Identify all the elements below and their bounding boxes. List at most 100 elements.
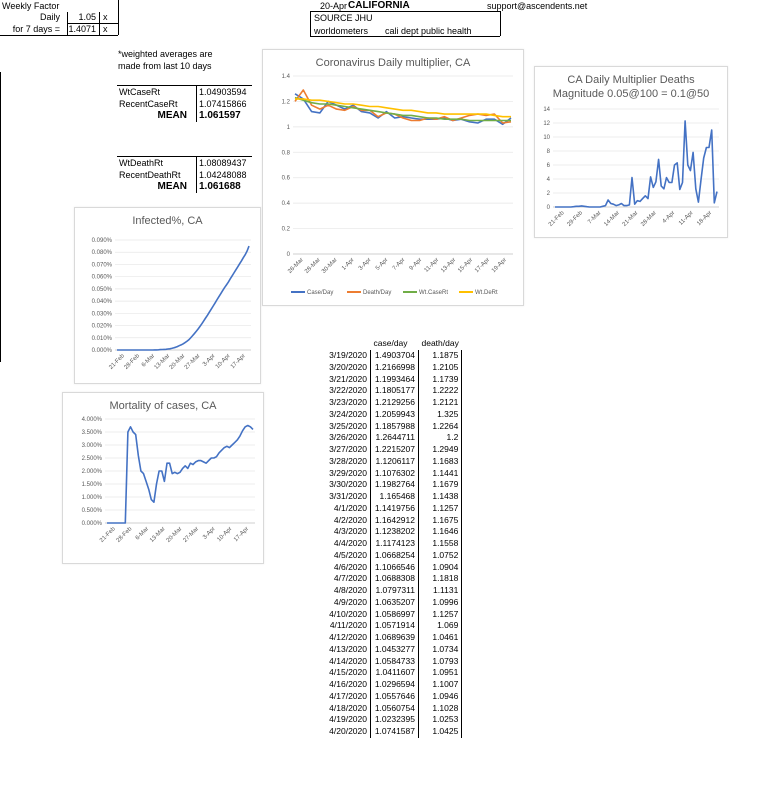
chart-infected[interactable]: Infected%, CA 0.000% 0.010% 0.020% 0.030% 0.0… (74, 207, 261, 384)
multiplier-x-tick: 30-Mar (321, 257, 339, 275)
infected-y-tick: 0.050% (92, 287, 113, 293)
deaths-y-tick: 2 (547, 191, 551, 197)
chart-multiplier[interactable]: Coronavirus Daily multiplier, CA 0 0.2 0.4 0… (262, 49, 524, 306)
row-date: 4/15/2020 (329, 667, 367, 678)
daily-multiplier-table: case/day death/day 3/19/2020 1.4903704 1.1… (312, 338, 463, 738)
infected-series-line (117, 245, 250, 351)
support-email[interactable]: support@ascendents.net (487, 1, 588, 11)
mortality-title: Mortality of cases, CA (110, 400, 218, 412)
multiplier-x-tick: 9-Apr (409, 257, 424, 272)
table-row: 3/30/2020 1.1982764 1.1679 (312, 479, 463, 491)
multiplier-y-tick: 0.4 (282, 201, 291, 207)
table-row: 4/4/2020 1.1174123 1.1558 (312, 537, 463, 550)
row-case-day: 1.1857988 (370, 420, 419, 432)
table-row: 3/20/2020 1.2166998 1.2105 (312, 361, 463, 374)
row-death-day: 1.1438 (417, 490, 463, 503)
table-row: 4/15/2020 1.0411607 1.0951 (312, 667, 463, 679)
death-mean-label: MEAN (157, 181, 187, 192)
weekly-factor-box (0, 0, 118, 36)
deaths-y-tick: 4 (547, 177, 551, 183)
row-date: 3/22/2020 (329, 385, 367, 396)
row-case-day: 1.1982764 (370, 479, 419, 491)
chart-mortality-svg: Mortality of cases, CA 0.000% 0.500% 1.000%… (82, 400, 255, 544)
mortality-x-tick: 27-Mar (182, 526, 200, 544)
mortality-y-tick: 0.500% (82, 508, 103, 514)
deaths-x-tick: 21-Mar (622, 210, 640, 228)
row-date: 4/5/2020 (333, 549, 367, 560)
mortality-y-tick: 1.000% (82, 495, 103, 501)
infected-x-tick: 13-Mar (154, 353, 172, 371)
table-row: 4/5/2020 1.0668254 1.0752 (312, 549, 463, 562)
state-name: CALIFORNIA (348, 0, 410, 11)
mortality-y-tick: 3.500% (82, 430, 103, 436)
multiplier-x-tick: 19-Apr (491, 257, 508, 274)
row-date: 3/27/2020 (329, 444, 367, 455)
mortality-x-tick: 3-Apr (202, 526, 217, 541)
row-death-day: 1.2264 (417, 420, 463, 432)
row-death-day: 1.1441 (417, 467, 463, 479)
row-case-day: 1.4903704 (370, 349, 419, 362)
table-row: 4/1/2020 1.1419756 1.1257 (312, 502, 463, 515)
infected-y-tick: 0.020% (92, 324, 113, 330)
row-date: 4/17/2020 (329, 690, 367, 701)
table-row: 4/12/2020 1.0689639 1.0461 (312, 631, 463, 644)
infected-y-tick: 0.010% (92, 336, 113, 342)
row-death-day: 1.0734 (417, 643, 463, 656)
row-date: 4/14/2020 (329, 655, 367, 666)
row-case-day: 1.165468 (370, 490, 419, 503)
table-row: 3/28/2020 1.1206117 1.1683 (312, 455, 463, 468)
deaths-y-tick: 14 (543, 107, 550, 113)
mortality-x-tick: 6-Mar (135, 526, 150, 541)
infected-y-tick: 0.040% (92, 299, 113, 305)
row-case-day: 1.1993464 (370, 373, 419, 385)
deaths-subtitle: Magnitude 0.05@100 = 0.1@50 (553, 88, 710, 100)
infected-y-tick: 0.000% (92, 348, 113, 354)
case-avg-divider (196, 85, 197, 122)
deaths-title: CA Daily Multiplier Deaths (567, 74, 695, 86)
row-case-day: 1.0688308 (370, 573, 419, 585)
row-death-day: 1.1646 (417, 526, 463, 538)
mortality-y-tick: 2.000% (82, 469, 103, 475)
deaths-x-tick: 11-Apr (678, 210, 695, 227)
daily-value[interactable]: 1.05 (78, 12, 96, 22)
mortality-y-tick: 1.500% (82, 482, 103, 488)
row-case-day: 1.0453277 (370, 643, 419, 656)
row-date: 4/2/2020 (333, 514, 367, 525)
table-row: 4/6/2020 1.1066546 1.0904 (312, 561, 463, 573)
averages-note-2: made from last 10 days (118, 61, 212, 71)
row-date: 3/20/2020 (329, 361, 367, 372)
row-case-day: 1.2644711 (370, 432, 419, 444)
row-date: 4/16/2020 (329, 679, 367, 690)
table-header-row: case/day death/day (312, 338, 462, 350)
deaths-series-line (555, 120, 718, 208)
table-row: 4/7/2020 1.0688308 1.1818 (312, 573, 463, 585)
multiplier-x-tick: 15-Apr (457, 257, 474, 274)
infected-x-tick: 20-Mar (169, 353, 187, 371)
row-date: 3/31/2020 (329, 491, 367, 502)
table-row: 4/13/2020 1.0453277 1.0734 (312, 643, 463, 656)
row-case-day: 1.1805177 (370, 385, 419, 397)
source-box-right (500, 11, 501, 36)
row-death-day: 1.2222 (417, 385, 463, 397)
mortality-x-tick: 20-Mar (166, 526, 184, 544)
case-mean-label: MEAN (157, 110, 187, 121)
row-date: 3/28/2020 (329, 455, 367, 466)
row-death-day: 1.1675 (417, 514, 463, 526)
chart-deaths[interactable]: CA Daily Multiplier Deaths Magnitude 0.05… (534, 66, 728, 238)
wt-death-label: WtDeathRt (119, 158, 164, 168)
row-date: 4/19/2020 (329, 714, 367, 725)
deaths-y-tick: 10 (543, 135, 550, 141)
multiplier-x-tick: 1-Apr (341, 257, 356, 272)
wt-case-label: WtCaseRt (119, 87, 161, 97)
mortality-y-tick: 2.500% (82, 456, 103, 462)
chart-mortality[interactable]: Mortality of cases, CA 0.000% 0.500% 1.000%… (62, 392, 264, 564)
recent-death-value: 1.04248088 (199, 170, 247, 180)
row-death-day: 1.1558 (417, 537, 463, 550)
row-date: 4/6/2020 (333, 561, 367, 572)
row-case-day: 1.0232395 (370, 714, 419, 726)
row-death-day: 1.0752 (417, 549, 463, 562)
table-row: 4/18/2020 1.0560754 1.1028 (312, 702, 463, 714)
mortality-x-tick: 13-Mar (149, 526, 167, 544)
multiplier-x-tick: 28-Mar (304, 257, 322, 275)
row-case-day: 1.0689639 (370, 631, 419, 644)
